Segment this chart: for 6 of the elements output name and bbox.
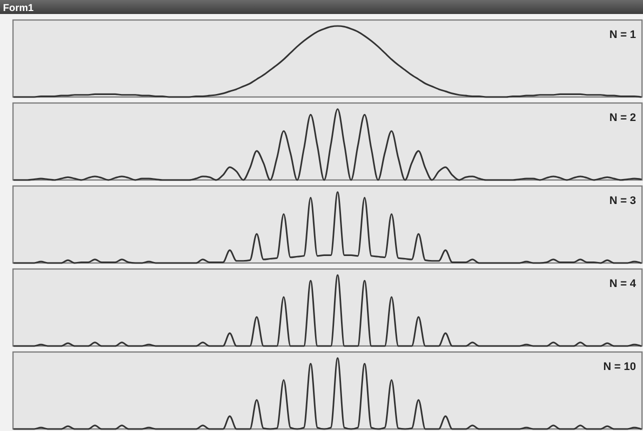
text: N = 4 xyxy=(609,278,637,290)
text: N = 10 xyxy=(603,361,636,373)
text: N = 3 xyxy=(609,195,636,207)
chart-title: Form1 xyxy=(3,3,34,14)
text: N = 2 xyxy=(609,112,636,124)
text: N = 1 xyxy=(609,29,636,41)
